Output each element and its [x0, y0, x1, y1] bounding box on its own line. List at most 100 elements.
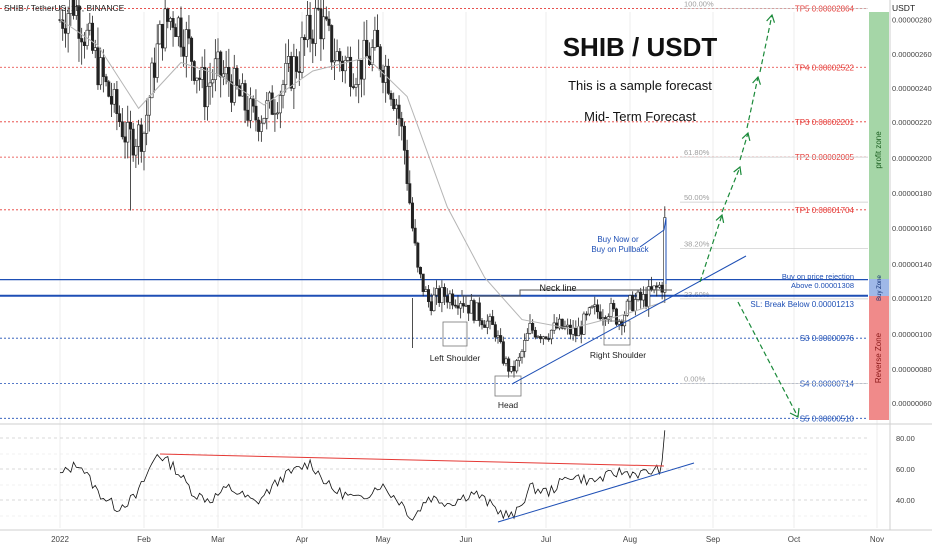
candle-down	[418, 266, 422, 275]
candle-up	[628, 295, 632, 302]
candle-up	[520, 351, 524, 358]
candle-down	[437, 288, 441, 303]
candle-down	[139, 124, 143, 152]
price-tick-label: 0.000001400	[892, 260, 932, 269]
candle-down	[327, 18, 331, 26]
candle-down	[203, 67, 207, 108]
candle-up	[354, 84, 358, 88]
candle-down	[480, 320, 484, 326]
candle-up	[184, 29, 188, 57]
candle-up	[322, 16, 326, 40]
candle-down	[257, 119, 261, 132]
buy-rejection-line-2: Above 0.00001308	[791, 281, 854, 290]
candle-down	[72, 0, 76, 16]
time-tick-label: Jun	[460, 535, 473, 544]
candle-up	[432, 294, 436, 312]
candle-down	[303, 37, 307, 41]
candle-up	[625, 300, 629, 316]
fib-level-label: 50.00%	[684, 193, 710, 202]
candle-up	[549, 329, 553, 340]
candle-down	[235, 68, 239, 86]
time-tick-label: Mar	[211, 535, 225, 544]
candle-up	[142, 132, 146, 152]
candle-up	[126, 121, 130, 143]
arrow-head	[741, 131, 751, 141]
candle-up	[300, 37, 304, 73]
price-tick-label: 0.000001800	[892, 189, 932, 198]
candle-down	[192, 61, 196, 81]
forecast-arrow-up	[746, 76, 759, 129]
candle-down	[501, 341, 505, 364]
overlay-layer	[59, 13, 800, 418]
candle-up	[155, 43, 159, 78]
candle-up	[216, 51, 220, 60]
candle-up	[566, 324, 570, 327]
candle-down	[400, 118, 404, 127]
candle-up	[176, 17, 180, 37]
target-level-label: TP4 0.00002522	[795, 63, 855, 72]
support-level-label: S4 0.00000714	[800, 380, 855, 389]
candle-down	[560, 318, 564, 329]
time-tick-label: Nov	[870, 535, 884, 544]
candle-down	[533, 329, 537, 338]
levels-layer: TP5 0.00002864 TP4 0.00002522 TP3 0.000022…	[0, 0, 868, 423]
time-tick-label: Sep	[706, 535, 721, 544]
price-tick-label: 0.000002200	[892, 118, 932, 127]
candle-down	[451, 293, 455, 306]
candle-up	[552, 322, 556, 331]
candle-down	[174, 27, 178, 37]
candle-down	[410, 202, 414, 229]
candle-down	[427, 289, 431, 302]
candle-up	[370, 47, 374, 65]
candle-down	[445, 296, 449, 303]
candle-down	[187, 29, 191, 39]
candle-down	[421, 273, 425, 292]
candle-up	[262, 118, 266, 124]
candle-down	[190, 37, 194, 62]
candle-down	[539, 336, 543, 340]
zones-layer: profit zone Buy Zone Reverse Zone	[869, 12, 889, 420]
candle-down	[96, 47, 100, 86]
candle-down	[308, 14, 312, 40]
candle-up	[278, 95, 282, 114]
candle-up	[332, 60, 336, 63]
candle-up	[577, 326, 581, 337]
candle-down	[453, 304, 457, 307]
candle-up	[273, 113, 277, 115]
head-label: Head	[498, 400, 519, 410]
candle-up	[362, 39, 366, 80]
candle-down	[63, 28, 67, 34]
fib-level-label: 38.20%	[684, 240, 710, 249]
candle-up	[267, 92, 271, 102]
candle-down	[408, 183, 412, 204]
candle-down	[378, 46, 382, 71]
candle-down	[61, 19, 65, 29]
candle-down	[655, 285, 659, 288]
candle-up	[601, 317, 605, 320]
target-level-label: TP5 0.00002864	[795, 4, 855, 13]
candle-down	[243, 83, 247, 111]
time-tick-label: Apr	[296, 535, 309, 544]
candle-up	[213, 58, 217, 80]
arrow-head	[715, 213, 725, 224]
time-tick-label: May	[375, 535, 390, 544]
candle-down	[413, 227, 417, 244]
target-level-label: TP3 0.00002201	[795, 118, 855, 127]
candle-down	[219, 51, 223, 78]
candle-down	[120, 121, 124, 138]
support-level-label: S3 0.00000976	[800, 334, 855, 343]
candle-down	[389, 93, 393, 100]
time-tick-label: Feb	[137, 535, 151, 544]
candle-up	[357, 59, 361, 85]
candle-down	[477, 302, 481, 321]
neck-line-label: Neck line	[539, 283, 576, 293]
candle-down	[109, 96, 113, 105]
candle-up	[137, 124, 141, 147]
head-box	[494, 375, 522, 397]
candle-up	[504, 358, 508, 364]
candle-up	[112, 89, 116, 105]
candle-up	[617, 321, 621, 325]
rsi-line	[59, 430, 666, 521]
